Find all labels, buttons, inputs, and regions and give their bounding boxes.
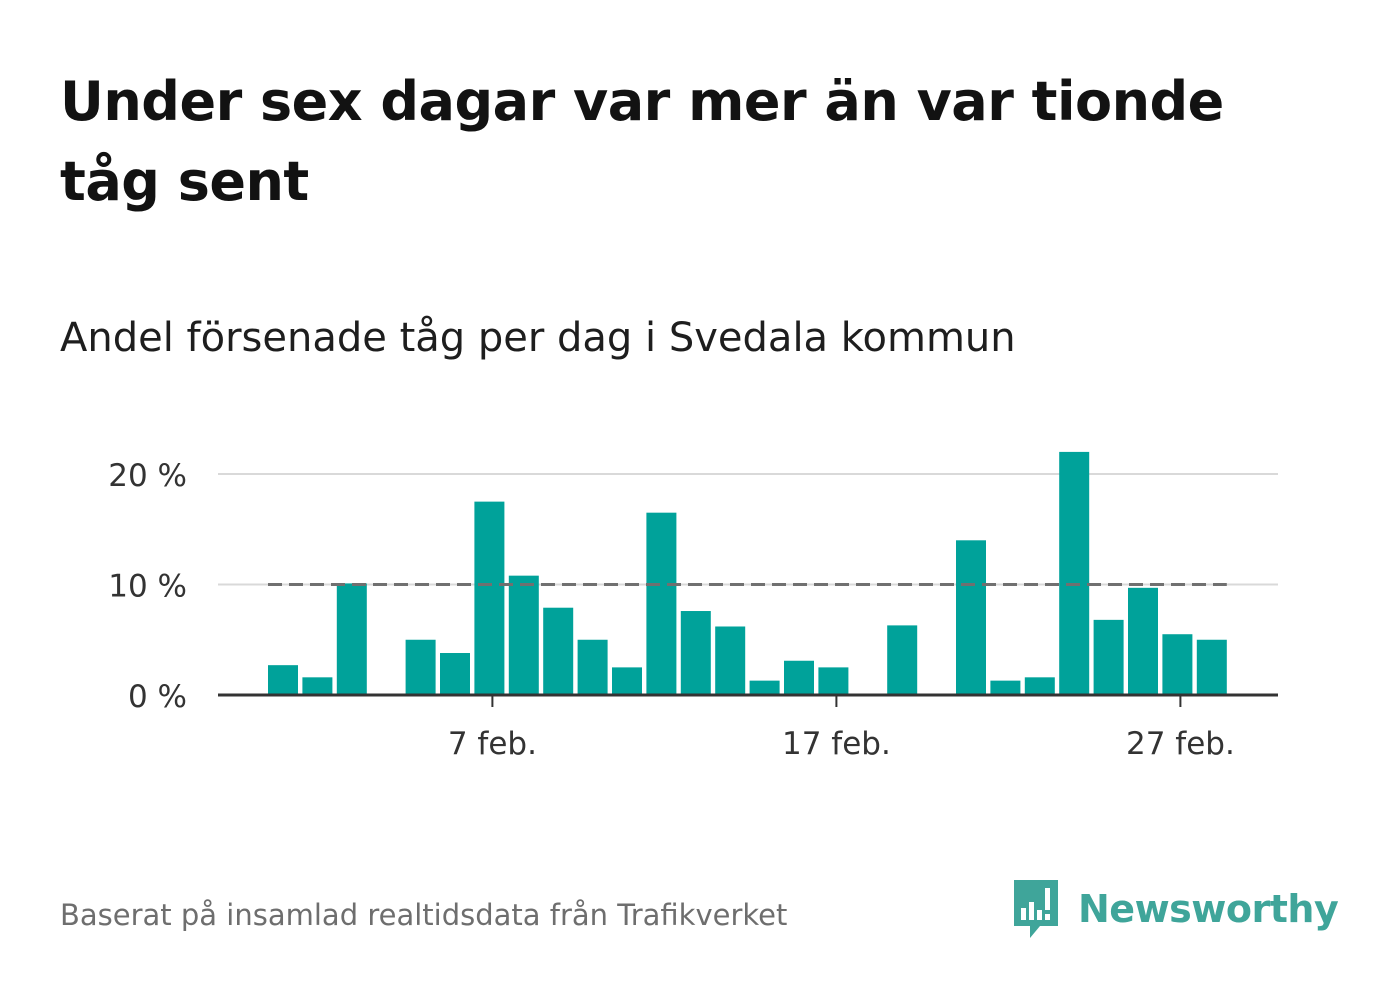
y-tick-label: 20 %: [108, 458, 187, 494]
bar: [1093, 619, 1124, 695]
bar: [1196, 639, 1227, 695]
axes: 0 % 10 % 20 % 7 feb. 17 feb. 27 feb.: [108, 458, 1278, 762]
bar: [336, 583, 367, 695]
bar: [474, 501, 505, 695]
x-tick-label: 27 feb.: [1126, 726, 1235, 762]
bar: [990, 680, 1021, 695]
bar: [715, 626, 746, 695]
newsworthy-logo-icon: [1014, 880, 1058, 938]
bar: [784, 660, 814, 695]
bar: [818, 667, 849, 695]
y-tick-label: 10 %: [108, 569, 187, 605]
bar: [268, 665, 298, 695]
bars: [268, 451, 1227, 695]
bar: [1059, 451, 1090, 695]
bar: [1024, 677, 1055, 695]
bar: [1128, 587, 1158, 695]
bar: [1162, 634, 1193, 695]
source-note: Baserat på insamlad realtidsdata från Tr…: [60, 898, 788, 932]
brand-name: Newsworthy: [1078, 887, 1339, 931]
bar: [887, 625, 918, 695]
brand-logo: Newsworthy: [1012, 878, 1339, 940]
bar: [302, 677, 333, 695]
chart-subtitle: Andel försenade tåg per dag i Svedala ko…: [60, 315, 1016, 361]
bar: [646, 512, 677, 695]
bar: [680, 611, 711, 695]
bar: [577, 639, 608, 695]
bar: [405, 639, 436, 695]
bar: [508, 575, 539, 695]
bar: [956, 540, 986, 695]
x-tick-label: 17 feb.: [782, 726, 891, 762]
bar: [440, 653, 470, 695]
gridlines: [218, 473, 1278, 586]
y-tick-label: 0 %: [128, 679, 187, 715]
bar: [543, 607, 574, 695]
bar: [612, 667, 642, 695]
chart-title: Under sex dagar var mer än var tionde tå…: [60, 70, 1224, 213]
bar: [749, 680, 780, 695]
x-tick-label: 7 feb.: [448, 726, 537, 762]
